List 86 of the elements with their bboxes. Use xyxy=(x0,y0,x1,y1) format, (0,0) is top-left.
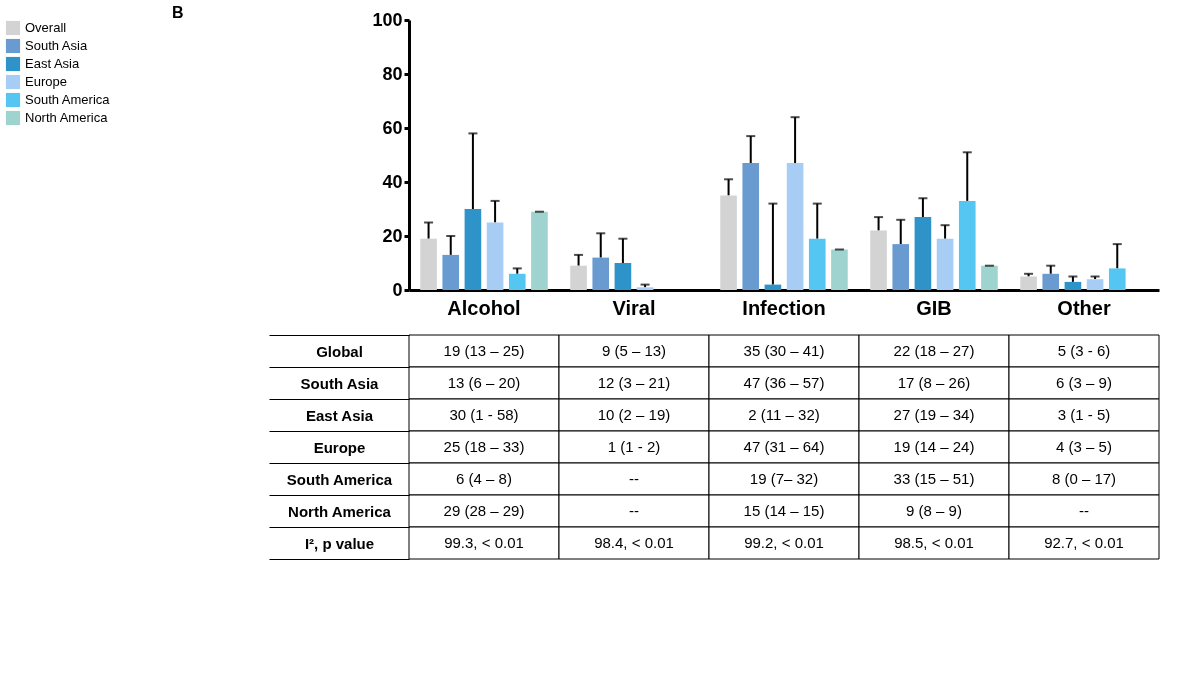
bar xyxy=(958,200,976,290)
bar xyxy=(808,238,826,290)
data-label: 13 (6 – 20) xyxy=(447,374,521,391)
legend-label: East Asia xyxy=(25,56,80,71)
data-label: 6 (4 – 8) xyxy=(456,470,512,487)
bar xyxy=(531,211,548,290)
legend-label: South America xyxy=(25,92,111,107)
y-tick-label: 40 xyxy=(382,171,403,192)
y-tick-label: 80 xyxy=(382,63,403,84)
y-tick-label: 0 xyxy=(392,279,403,300)
text: 99.3, < 0.01 xyxy=(444,534,524,551)
text: 98.5, < 0.01 xyxy=(894,534,974,551)
data-label: 5 (3 - 6) xyxy=(1057,342,1111,359)
bar xyxy=(936,238,954,290)
bar xyxy=(742,163,760,290)
bar xyxy=(614,263,632,290)
text: I², p value xyxy=(304,534,375,552)
data-label: 19 (7– 32) xyxy=(749,470,819,487)
text: Global xyxy=(316,342,363,360)
data-label: 8 (0 – 17) xyxy=(1051,470,1117,487)
text: South America xyxy=(286,470,393,488)
bar xyxy=(1020,276,1037,290)
data-label: 12 (3 – 21) xyxy=(597,374,671,391)
text: Europe xyxy=(313,438,366,456)
bar xyxy=(914,217,932,290)
text: -- xyxy=(629,470,639,487)
bar xyxy=(464,209,482,290)
text: South Asia xyxy=(300,374,379,392)
data-label: 6 (3 – 9) xyxy=(1056,374,1112,391)
x-tick-label: Alcohol xyxy=(447,296,521,319)
x-tick-label: GIB xyxy=(916,296,952,319)
text: B xyxy=(171,4,184,21)
data-label: 30 (1 - 58) xyxy=(449,406,519,423)
legend-label: Europe xyxy=(25,74,67,89)
bar xyxy=(831,249,848,290)
x-tick-label: Other xyxy=(1057,296,1111,319)
bar xyxy=(592,257,610,290)
bar xyxy=(486,222,504,290)
data-label: 27 (19 – 34) xyxy=(893,406,975,423)
data-label: 1 (1 - 2) xyxy=(607,438,661,455)
bar xyxy=(892,244,910,290)
bar xyxy=(442,254,460,290)
data-label: 2 (11 – 32) xyxy=(748,406,820,423)
data-label: 17 (8 – 26) xyxy=(897,374,971,391)
bar xyxy=(981,265,998,290)
bar xyxy=(420,238,437,290)
data-label: 29 (28 – 29) xyxy=(443,502,525,519)
data-label: 33 (15 – 51) xyxy=(893,470,975,487)
bar xyxy=(870,230,887,290)
data-label: 47 (31 – 64) xyxy=(743,438,825,455)
text: North America xyxy=(288,502,391,520)
bar xyxy=(508,273,526,290)
text: 98.4, < 0.01 xyxy=(594,534,674,551)
y-tick-label: 60 xyxy=(382,117,403,138)
text: 92.7, < 0.01 xyxy=(1044,534,1124,551)
text: East Asia xyxy=(306,406,373,424)
legend-label: South Asia xyxy=(25,38,88,53)
x-tick-label: Infection xyxy=(742,296,826,319)
bar xyxy=(570,265,587,290)
bar xyxy=(636,287,654,290)
data-label: 10 (2 – 19) xyxy=(597,406,671,423)
data-label: 25 (18 – 33) xyxy=(443,438,525,455)
bar xyxy=(1108,268,1126,290)
data-label: 22 (18 – 27) xyxy=(893,342,975,359)
legend-label: Overall xyxy=(25,20,67,35)
data-label: 47 (36 – 57) xyxy=(743,374,825,391)
bar xyxy=(1064,281,1082,290)
text: -- xyxy=(1079,502,1089,519)
bar xyxy=(786,163,804,290)
data-label: 19 (13 – 25) xyxy=(443,342,525,359)
data-label: 9 (5 – 13) xyxy=(601,342,667,359)
data-label: 19 (14 – 24) xyxy=(893,438,975,455)
text: 99.2, < 0.01 xyxy=(744,534,824,551)
data-label: 35 (30 – 41) xyxy=(743,342,825,359)
bar xyxy=(720,195,737,290)
x-tick-label: Viral xyxy=(612,296,656,319)
data-label: 9 (8 – 9) xyxy=(906,502,962,519)
y-tick-label: 100 xyxy=(372,9,403,30)
bar xyxy=(1042,273,1060,290)
data-label: 3 (1 - 5) xyxy=(1057,406,1111,423)
data-label: 15 (14 – 15) xyxy=(743,502,825,519)
legend-label: North America xyxy=(25,110,109,125)
data-label: 4 (3 – 5) xyxy=(1056,438,1112,455)
bar xyxy=(1086,279,1104,290)
y-tick-label: 20 xyxy=(382,225,403,246)
text: -- xyxy=(629,502,639,519)
